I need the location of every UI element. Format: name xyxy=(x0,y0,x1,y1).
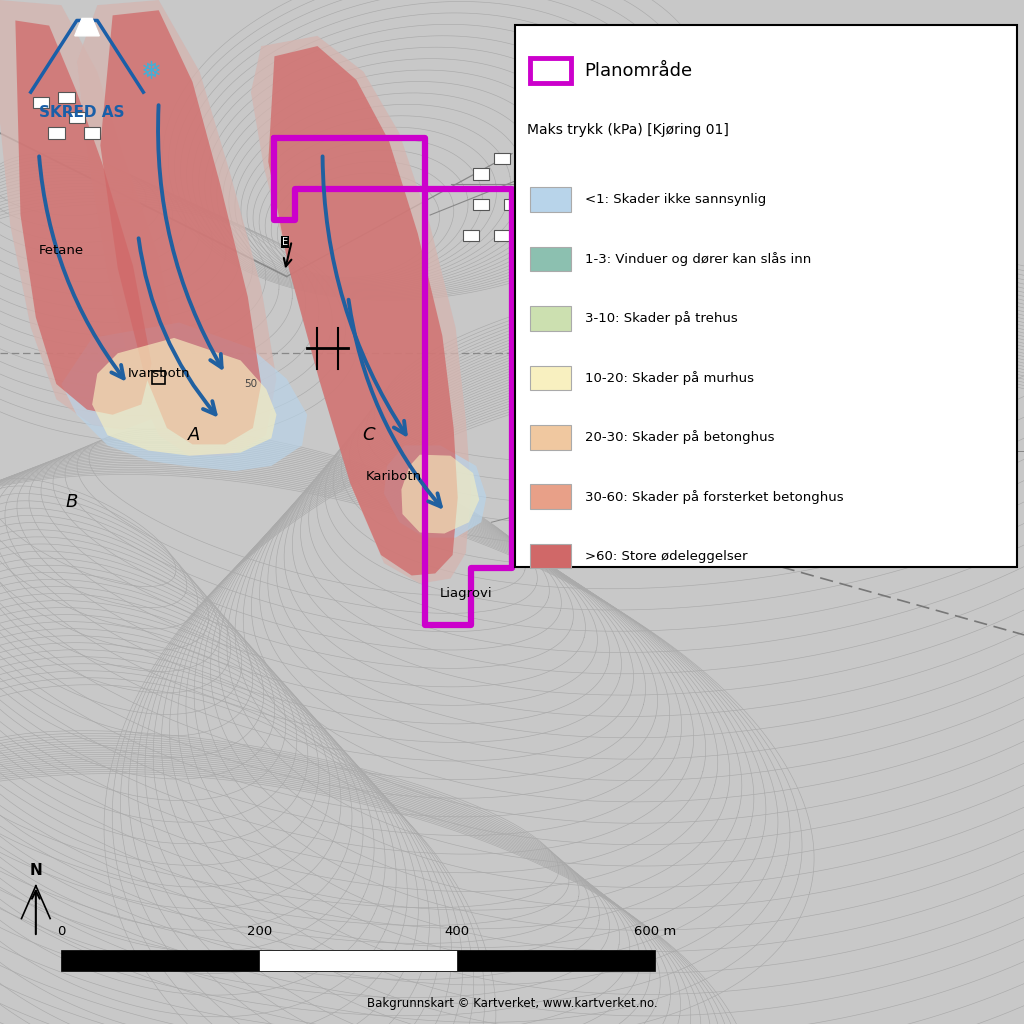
Text: C: C xyxy=(362,426,375,444)
Polygon shape xyxy=(77,0,276,456)
Polygon shape xyxy=(100,10,261,444)
Text: 50: 50 xyxy=(245,379,257,389)
Bar xyxy=(530,58,571,83)
Polygon shape xyxy=(77,0,276,456)
Bar xyxy=(463,229,479,241)
Text: 10-20: Skader på murhus: 10-20: Skader på murhus xyxy=(585,371,754,385)
Bar xyxy=(259,950,458,971)
Text: N: N xyxy=(30,862,42,878)
Text: B: B xyxy=(66,493,78,511)
Bar xyxy=(152,371,165,384)
Bar xyxy=(69,112,85,123)
Text: 1000: 1000 xyxy=(934,302,961,312)
Text: Fetane: Fetane xyxy=(39,245,84,257)
Text: Botnatunnelen: Botnatunnelen xyxy=(734,444,833,457)
Polygon shape xyxy=(0,0,179,430)
Bar xyxy=(58,91,75,102)
Text: Karibotn: Karibotn xyxy=(367,470,422,482)
Text: Ivarsbotn: Ivarsbotn xyxy=(127,368,190,380)
Polygon shape xyxy=(92,338,276,456)
Text: 1050: 1050 xyxy=(924,266,950,276)
Text: 20-30: Skader på betonghus: 20-30: Skader på betonghus xyxy=(585,430,774,444)
Text: 900: 900 xyxy=(916,420,937,430)
Bar xyxy=(473,168,489,180)
Polygon shape xyxy=(401,455,479,534)
Bar xyxy=(780,444,794,458)
Bar xyxy=(33,96,49,108)
Polygon shape xyxy=(251,36,471,584)
Bar xyxy=(504,199,520,210)
Bar xyxy=(84,127,100,138)
Text: <1: Skader ikke sannsynlig: <1: Skader ikke sannsynlig xyxy=(585,194,766,206)
Polygon shape xyxy=(15,20,152,415)
Polygon shape xyxy=(75,18,99,36)
Text: Planområde: Planområde xyxy=(585,61,693,80)
Bar xyxy=(494,153,510,164)
Text: Botnagrovi: Botnagrovi xyxy=(517,531,589,544)
Bar xyxy=(515,25,1017,567)
Text: SKRED AS: SKRED AS xyxy=(39,105,125,121)
Bar xyxy=(530,247,571,271)
Text: 400: 400 xyxy=(444,925,470,938)
Text: 975: 975 xyxy=(947,338,968,348)
Text: 0: 0 xyxy=(57,925,66,938)
Polygon shape xyxy=(251,36,471,584)
Text: 30-60: Skader på forsterket betonghus: 30-60: Skader på forsterket betonghus xyxy=(585,489,844,504)
Text: ❅: ❅ xyxy=(140,59,161,84)
Text: 200: 200 xyxy=(247,925,272,938)
Text: >60: Store ødeleggelser: >60: Store ødeleggelser xyxy=(585,550,748,562)
Text: 1075: 1075 xyxy=(913,241,940,251)
Text: Bakgrunnskart © Kartverket, www.kartverket.no.: Bakgrunnskart © Kartverket, www.kartverk… xyxy=(367,996,657,1010)
Bar xyxy=(530,306,571,331)
Polygon shape xyxy=(384,445,486,538)
Text: 600 m: 600 m xyxy=(634,925,677,938)
Bar xyxy=(530,484,571,509)
Polygon shape xyxy=(268,46,458,575)
Text: 950: 950 xyxy=(952,379,973,389)
Text: Maks trykk (kPa) [Kjøring 01]: Maks trykk (kPa) [Kjøring 01] xyxy=(527,123,729,137)
Text: Liagrovi: Liagrovi xyxy=(439,588,493,600)
Bar xyxy=(494,229,510,241)
Bar xyxy=(530,366,571,390)
Bar xyxy=(48,127,65,138)
Bar xyxy=(530,544,571,568)
Polygon shape xyxy=(0,0,179,430)
Bar xyxy=(61,950,655,971)
Bar xyxy=(530,425,571,450)
Text: E: E xyxy=(282,237,288,247)
Bar xyxy=(473,199,489,210)
Bar xyxy=(514,168,530,180)
Polygon shape xyxy=(61,323,307,471)
Text: A: A xyxy=(188,426,201,444)
Bar xyxy=(535,158,551,169)
Bar xyxy=(530,187,571,212)
Text: 1-3: Vinduer og dører kan slås inn: 1-3: Vinduer og dører kan slås inn xyxy=(585,252,811,266)
Text: 3-10: Skader på trehus: 3-10: Skader på trehus xyxy=(585,311,737,326)
